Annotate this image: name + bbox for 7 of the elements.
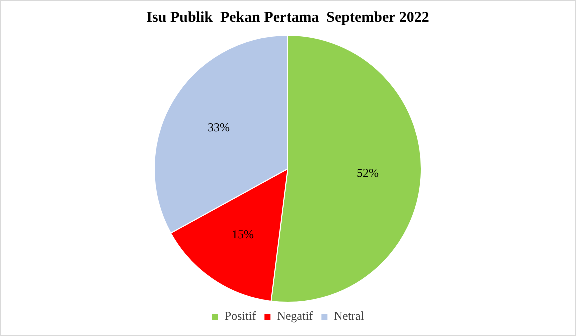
chart-title: Isu Publik Pekan Pertama September 2022 <box>146 10 430 26</box>
legend-label: Positif <box>224 309 256 324</box>
legend-label: Netral <box>334 309 365 324</box>
data-label: 33% <box>208 120 230 134</box>
legend-label: Negatif <box>277 309 314 324</box>
data-label: 15% <box>232 227 254 242</box>
data-label: 52% <box>356 166 379 180</box>
